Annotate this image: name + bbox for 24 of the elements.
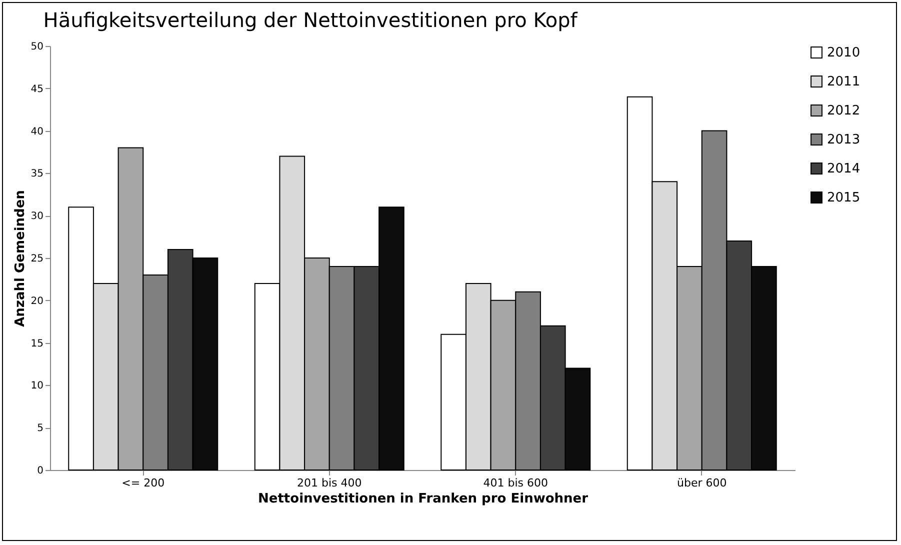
y-tick-label: 15 [30,338,44,350]
y-tick-label: 20 [30,296,44,307]
y-tick-label: 40 [30,126,44,138]
y-tick-label: 45 [30,84,44,95]
y-axis-title: Anzahl Gemeinden [12,190,28,327]
y-tick-label: 30 [30,211,44,222]
chart-title: Häufigkeitsverteilung der Nettoinvestitionen pro Kopf [43,8,578,32]
x-tick-label: 401 bis 600 [483,476,548,490]
legend-label: 2015 [827,190,860,206]
legend-label: 2013 [827,132,860,148]
y-tick-label: 10 [30,380,44,392]
y-tick-label: 0 [37,466,44,476]
legend-label: 2010 [827,46,860,60]
x-axis-title: Nettoinvestitionen in Franken pro Einwohner [258,492,589,506]
legend-label: 2011 [827,74,860,90]
y-tick-label: 5 [37,423,44,434]
legend-label: 2012 [827,104,860,118]
x-tick-label: <= 200 [122,476,165,490]
y-tick-label: 35 [30,168,44,180]
legend-label: 2014 [827,162,860,176]
x-tick-label: 201 bis 400 [296,476,362,490]
y-tick-label: 50 [30,42,44,52]
y-tick-label: 25 [30,254,44,264]
x-tick-label: über 600 [677,476,727,490]
